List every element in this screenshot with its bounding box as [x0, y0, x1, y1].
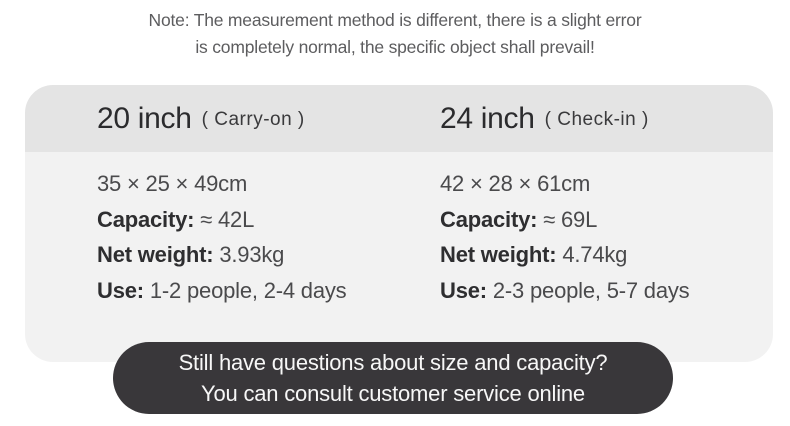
- use-label: Use:: [440, 277, 487, 303]
- size-24-header: 24 inch ( Check-in ): [399, 85, 773, 152]
- use-value: 1-2 people, 2-4 days: [149, 277, 347, 303]
- use-label: Use:: [97, 277, 144, 303]
- size-20-specs: 35 × 25 × 49cm Capacity: ≈ 42L Net weight…: [25, 152, 399, 362]
- measurement-note-line-1: Note: The measurement method is differen…: [148, 10, 642, 30]
- size-24-net-weight: Net weight: 4.74kg: [440, 237, 773, 273]
- size-20-capacity: Capacity: ≈ 42L: [97, 202, 399, 238]
- size-24-use: Use: 2-3 people, 5-7 days: [440, 273, 773, 309]
- size-20-dimensions: 35 × 25 × 49cm: [97, 171, 248, 196]
- size-20-net-weight: Net weight: 3.93kg: [97, 237, 399, 273]
- capacity-label: Capacity:: [97, 206, 195, 232]
- net-weight-label: Net weight:: [97, 242, 214, 267]
- net-weight-label: Net weight:: [440, 242, 557, 267]
- consult-button-line-2: You can consult customer service online: [201, 381, 585, 406]
- capacity-label: Capacity:: [440, 206, 538, 232]
- size-20-title: 20 inch: [97, 101, 192, 135]
- size-card-body: 35 × 25 × 49cm Capacity: ≈ 42L Net weight…: [25, 152, 773, 362]
- consult-service-button[interactable]: Still have questions about size and capa…: [113, 342, 673, 414]
- size-24-dimensions: 42 × 28 × 61cm: [440, 171, 591, 196]
- use-value: 2-3 people, 5-7 days: [492, 277, 690, 303]
- size-20-subtitle: ( Carry-on ): [201, 109, 305, 130]
- capacity-value: ≈ 42L: [200, 206, 255, 232]
- net-weight-value: 4.74kg: [562, 242, 628, 267]
- measurement-note-line-2: is completely normal, the specific objec…: [195, 37, 595, 57]
- size-24-capacity: Capacity: ≈ 69L: [440, 202, 773, 238]
- size-20-use: Use: 1-2 people, 2-4 days: [97, 273, 399, 309]
- size-20-header: 20 inch ( Carry-on ): [25, 85, 399, 152]
- size-24-specs: 42 × 28 × 61cm Capacity: ≈ 69L Net weight…: [399, 152, 773, 362]
- consult-button-line-1: Still have questions about size and capa…: [178, 350, 608, 375]
- net-weight-value: 3.93kg: [219, 242, 285, 267]
- size-24-subtitle: ( Check-in ): [544, 109, 649, 130]
- size-comparison-card: 20 inch ( Carry-on ) 24 inch ( Check-in …: [25, 85, 773, 362]
- size-card-header: 20 inch ( Carry-on ) 24 inch ( Check-in …: [25, 85, 773, 152]
- capacity-value: ≈ 69L: [543, 206, 598, 232]
- measurement-note: Note: The measurement method is differen…: [0, 7, 790, 61]
- size-24-title: 24 inch: [440, 101, 535, 135]
